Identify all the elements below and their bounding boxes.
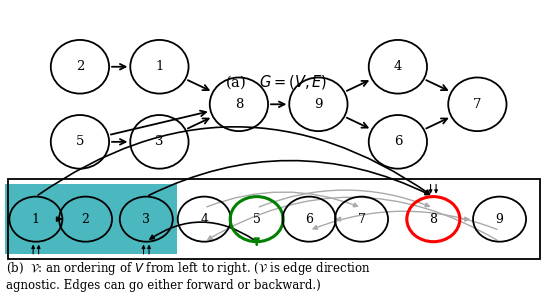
Text: 3: 3 xyxy=(155,135,163,148)
Text: 1: 1 xyxy=(32,213,40,226)
Text: 5: 5 xyxy=(253,213,261,226)
Text: 5: 5 xyxy=(76,135,84,148)
Text: 6: 6 xyxy=(305,213,313,226)
Text: 6: 6 xyxy=(394,135,402,148)
Text: (b)  $\mathcal{V}$: an ordering of $V$ from left to right. ($\mathcal{V}$ is edg: (b) $\mathcal{V}$: an ordering of $V$ fr… xyxy=(6,260,370,292)
FancyBboxPatch shape xyxy=(115,184,177,254)
Text: 2: 2 xyxy=(76,60,84,73)
FancyBboxPatch shape xyxy=(5,184,116,254)
Text: 3: 3 xyxy=(142,213,150,226)
Text: 8: 8 xyxy=(429,213,437,226)
Text: 4: 4 xyxy=(200,213,208,226)
Text: 7: 7 xyxy=(473,98,481,111)
Text: (a)   $G = (V, E)$: (a) $G = (V, E)$ xyxy=(225,73,327,91)
Text: 2: 2 xyxy=(82,213,89,226)
Text: 4: 4 xyxy=(394,60,402,73)
Text: 7: 7 xyxy=(358,213,365,226)
Text: 1: 1 xyxy=(155,60,163,73)
Text: 9: 9 xyxy=(496,213,503,226)
Text: 8: 8 xyxy=(235,98,243,111)
Text: 9: 9 xyxy=(314,98,322,111)
